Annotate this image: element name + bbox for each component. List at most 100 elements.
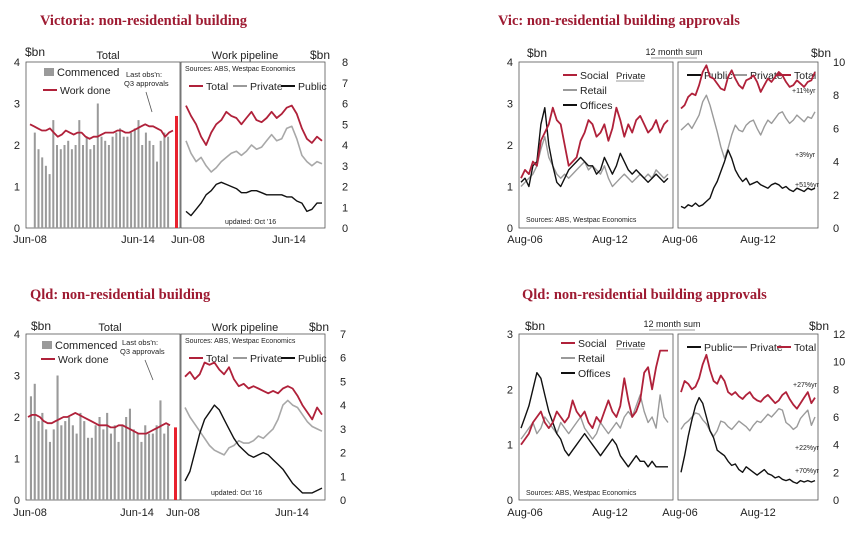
vic-appr-public-growth: +51%yr xyxy=(795,182,820,189)
qld-commenced-bar-4 xyxy=(45,429,48,500)
qld-commenced-bar-7 xyxy=(56,375,59,500)
qld-commenced-bar-6 xyxy=(52,429,55,500)
vic-pipeline-subtitle: Work pipeline xyxy=(212,50,278,62)
qld-total-ytick: 0 xyxy=(14,495,20,507)
vic-appr-right-ytick: 0 xyxy=(833,223,839,235)
qld-annotation-pointer xyxy=(144,359,154,381)
qld-work-done-line xyxy=(27,411,171,435)
qld-appr-left-xtick: Aug-06 xyxy=(507,507,542,519)
qld-commenced-bar-3 xyxy=(41,412,44,500)
vic-last-obs-bar xyxy=(175,115,178,228)
qld-work-done-legend-label: Work done xyxy=(58,354,109,366)
vic-pipeline-ytick: 6 xyxy=(342,99,348,111)
vic-commenced-bar-4 xyxy=(48,174,51,228)
vic-commenced-bar-20 xyxy=(107,145,110,228)
vic-pipeline-ytick: 3 xyxy=(342,161,348,173)
vic-commenced-bar-31 xyxy=(148,140,151,228)
qld-commenced-bar-0 xyxy=(29,396,32,501)
qld-pipeline-source: Sources: ABS, Westpac Economics xyxy=(185,338,296,345)
vic-commenced-bar-26 xyxy=(130,132,133,228)
qld-pipeline-ytick: 5 xyxy=(340,376,346,388)
vic-appr-left-unit: $bn xyxy=(527,46,547,60)
vic-commenced-bar-17 xyxy=(96,103,99,228)
vic-pipeline-private-line xyxy=(185,125,323,173)
vic-appr-right-ytick: 10 xyxy=(833,57,845,69)
vic-commenced-bar-32 xyxy=(152,145,155,228)
qld-appr-right-xtick: Aug-12 xyxy=(740,507,775,519)
vic-pipeline-unit: $bn xyxy=(310,48,330,62)
qld-appr-left-unit: $bn xyxy=(525,319,545,333)
qld-total-subtitle: Total xyxy=(98,322,121,334)
panel-title-qld-approvals: Qld: non-residential building approvals xyxy=(522,287,767,303)
qld-annotation-line1: Last obs'n: xyxy=(122,338,158,347)
qld-commenced-bar-9 xyxy=(64,421,67,500)
vic-commenced-legend-label: Commenced xyxy=(57,67,119,79)
qld-appr-right-frame xyxy=(677,333,819,501)
qld-total-unit: $bn xyxy=(31,319,51,333)
vic-commenced-bar-5 xyxy=(52,120,55,228)
qld-total-xtick: Jun-14 xyxy=(120,507,154,519)
vic-updated-note: updated: Oct '16 xyxy=(225,219,276,226)
vic-total-xtick: Jun-08 xyxy=(13,234,47,246)
qld-appr-private-growth: +22%yr xyxy=(795,445,820,452)
qld-appr-right-ytick: 8 xyxy=(833,384,839,396)
qld-pipeline-public-line xyxy=(184,404,323,494)
qld-appr-public-growth: +70%yr xyxy=(795,468,820,475)
vic-commenced-bar-36 xyxy=(167,136,170,228)
qld-commenced-bar-23 xyxy=(117,441,120,500)
qld-commenced-bar-34 xyxy=(159,400,162,500)
vic-commenced-bar-33 xyxy=(156,161,158,228)
vic-work-done-line xyxy=(29,123,174,140)
qld-commenced-bar-36 xyxy=(167,425,170,500)
vic-commenced-bar-12 xyxy=(78,120,81,228)
vic-pipeline-total-line xyxy=(185,104,323,146)
vic-commenced-legend-key xyxy=(44,68,54,76)
vic-commenced-bar-11 xyxy=(74,145,77,228)
vic-appr-center-label: 12 month sum xyxy=(645,47,702,57)
qld-commenced-bar-35 xyxy=(163,433,166,500)
vic-commenced-bar-2 xyxy=(41,157,44,228)
qld-commenced-bar-14 xyxy=(83,421,86,500)
qld-commenced-bar-12 xyxy=(75,433,78,500)
vic-annotation-line2: Q3 approvals xyxy=(124,79,169,88)
qld-commenced-bar-21 xyxy=(109,433,112,500)
qld-offices-legend-label: Offices xyxy=(578,368,610,380)
qld-commenced-bar-1 xyxy=(33,383,36,500)
qld-pipeline-ytick: 3 xyxy=(340,424,346,436)
vic-total-ytick: 4 xyxy=(14,57,20,69)
vic-pipeline-ytick: 1 xyxy=(342,202,348,214)
qld-appr-right-ytick: 6 xyxy=(833,412,839,424)
vic-pipeline-ytick: 0 xyxy=(342,223,348,235)
vic-commenced-bar-14 xyxy=(85,136,88,228)
vic-commenced-bar-3 xyxy=(44,165,47,229)
qld-commenced-bar-28 xyxy=(136,433,139,500)
qld-commenced-bar-27 xyxy=(132,429,135,500)
qld-commenced-bar-25 xyxy=(125,417,128,500)
qld-total-legend-label: Total xyxy=(206,353,228,365)
qld-public-legend-label: Public xyxy=(298,353,327,365)
qld-social-legend-label: Social xyxy=(578,338,607,350)
vic-appr-public-line xyxy=(680,149,816,209)
vic-commenced-bar-8 xyxy=(63,145,66,228)
qld-appr-center-label: 12 month sum xyxy=(643,319,700,329)
vic-appr-left-xtick: Aug-12 xyxy=(592,234,627,246)
vic-commenced-bar-24 xyxy=(122,136,125,228)
qld-commenced-bar-10 xyxy=(68,417,71,500)
vic-social-legend-label: Social xyxy=(580,70,609,82)
qld-appr-right-ytick: 2 xyxy=(833,467,839,479)
qld-appr-left-ytick: 3 xyxy=(507,329,513,341)
vic-total-frame xyxy=(25,61,181,229)
qld-commenced-bar-17 xyxy=(94,425,97,500)
vic-appr-left-ytick: 3 xyxy=(507,99,513,111)
vic-commenced-bar-29 xyxy=(141,145,144,228)
vic-pipeline-ytick: 2 xyxy=(342,182,348,194)
vic-appr-public-legend-label: Public xyxy=(704,70,733,82)
qld-appr-total-legend-label: Total xyxy=(794,342,816,354)
vic-appr-left-ytick: 1 xyxy=(507,182,513,194)
vic-pipeline-ytick: 7 xyxy=(342,78,348,90)
qld-appr-public-legend-label: Public xyxy=(704,342,733,354)
qld-commenced-bar-5 xyxy=(48,441,51,500)
qld-appr-public-line xyxy=(680,396,816,485)
qld-appr-total-growth: +27%yr xyxy=(793,382,818,389)
vic-commenced-bar-18 xyxy=(100,136,103,228)
